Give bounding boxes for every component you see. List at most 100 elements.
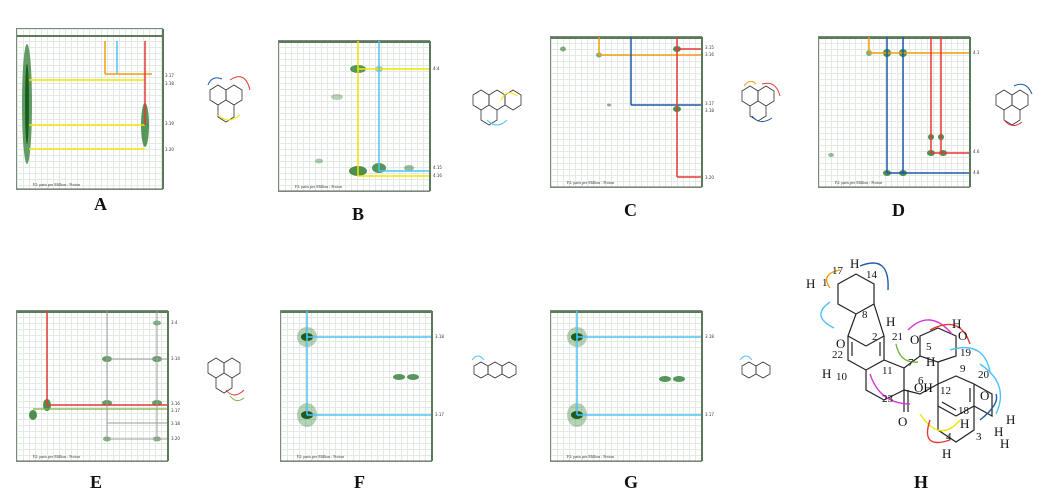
structure-h: H H H H O O O O OH O H H H H H H H 1 17 … — [806, 256, 1015, 461]
panel-h: H H H H O O O O OH O H H H H H H H 1 17 … — [800, 244, 1042, 496]
label-g-1: 3.17 — [705, 412, 714, 417]
spectrum-d: F2: parts per Million : Proton 4.1 4.6 4… — [818, 36, 979, 188]
label-c-3: 3.18 — [705, 108, 714, 113]
atom-h-5: H — [926, 354, 935, 369]
structure-thumbnail-c — [734, 66, 794, 136]
panel-f: F2: parts per Million : Proton 3.18 3.17… — [270, 262, 460, 492]
num-8: 8 — [862, 309, 868, 321]
panel-a: F2: parts per Million : Proton 3.17 3.18… — [10, 8, 190, 214]
spectrum-g: F2: parts per Million : Proton 3.18 3.17 — [550, 310, 714, 462]
num-11: 11 — [882, 365, 893, 377]
panel-label-f: F — [354, 472, 365, 492]
atom-h-18: H — [960, 416, 969, 431]
structure-thumbnail-e — [200, 338, 260, 414]
panel-label-c: C — [624, 200, 637, 220]
atom-h-19: H — [952, 316, 961, 331]
label-c-4: 3.20 — [705, 175, 714, 180]
label-a-1: 3.18 — [165, 81, 174, 86]
num-9: 9 — [960, 363, 966, 375]
panel-label-g: G — [624, 472, 639, 492]
label-c-0: 3.15 — [705, 45, 714, 50]
atom-h-3b: H — [1006, 412, 1015, 427]
label-e-0: 3.4 — [171, 320, 178, 325]
svg-text:F2: parts per Million : Proton: F2: parts per Million : Proton — [33, 182, 80, 187]
spectrum-g-plot: F2: parts per Million : Proton — [551, 311, 701, 461]
svg-text:F2: parts per Million : Proton: F2: parts per Million : Proton — [567, 454, 614, 459]
num-23: 23 — [882, 393, 894, 405]
structure-thumbnail-b — [465, 70, 529, 140]
spectrum-a: F2: parts per Million : Proton 3.17 3.18… — [16, 28, 174, 190]
num-17: 17 — [832, 265, 844, 277]
atom-o-carbonyl: O — [898, 414, 907, 429]
panel-label-b: B — [352, 204, 365, 224]
label-d-1: 4.6 — [973, 149, 980, 154]
num-4: 4 — [946, 431, 952, 443]
spectrum-f: F2: parts per Million : Proton 3.18 3.17 — [280, 310, 444, 462]
spectrum-b-plot: F2: parts per Million : Proton — [279, 41, 429, 191]
spectrum-e-plot: F2: parts per Million : Proton — [17, 311, 167, 461]
atom-h-4: H — [942, 446, 951, 461]
panel-b: F2: parts per Million : Proton 4.4 4.15 … — [270, 8, 460, 238]
svg-text:F2: parts per Million : Proton: F2: parts per Million : Proton — [33, 454, 80, 459]
atom-h-mid: H — [886, 314, 895, 329]
svg-text:F2: parts per Million : Proton: F2: parts per Million : Proton — [295, 184, 342, 189]
num-14: 14 — [866, 269, 878, 281]
atom-o-19: O — [958, 328, 967, 343]
structure-thumbnail-d — [990, 70, 1040, 140]
atom-h-left2: H — [822, 366, 831, 381]
num-1: 1 — [822, 277, 828, 289]
label-b-2: 4.16 — [433, 173, 442, 178]
label-b-1: 4.15 — [433, 165, 442, 170]
panel-label-a: A — [94, 194, 107, 214]
num-3: 3 — [976, 431, 982, 443]
structure-thumbnail-f — [468, 338, 526, 398]
label-f-0: 3.18 — [435, 334, 444, 339]
panel-label-d: D — [892, 200, 905, 220]
num-20: 20 — [978, 369, 990, 381]
svg-text:F2: parts per Million : Proton: F2: parts per Million : Proton — [835, 180, 882, 185]
num-2: 2 — [872, 331, 878, 343]
svg-text:F2: parts per Million : Proton: F2: parts per Million : Proton — [567, 180, 614, 185]
num-19: 19 — [960, 347, 972, 359]
spectrum-a-plot: F2: parts per Million : Proton — [17, 41, 162, 189]
label-e-1: 3.14 — [171, 356, 180, 361]
label-d-0: 4.1 — [973, 50, 980, 55]
atom-o-20: O — [980, 388, 989, 403]
structure-thumbnail-a — [200, 60, 258, 140]
spectrum-e: F2: parts per Million : Proton 3.4 3.14 … — [16, 310, 180, 462]
label-e-5: 3.20 — [171, 436, 180, 441]
num-6: 6 — [918, 375, 924, 387]
spectrum-c: F2: parts per Million : Proton 3.15 3.16… — [550, 36, 714, 188]
spectrum-f-plot: F2: parts per Million : Proton — [281, 311, 431, 461]
label-c-1: 3.16 — [705, 52, 714, 57]
num-5: 5 — [926, 341, 932, 353]
label-a-2: 3.19 — [165, 121, 174, 126]
label-e-4: 3.18 — [171, 421, 180, 426]
atom-h-3a: H — [994, 424, 1003, 439]
panel-d: F2: parts per Million : Proton 4.1 4.6 4… — [808, 4, 1008, 234]
structure-thumbnail-g — [736, 338, 794, 398]
num-22: 22 — [832, 349, 843, 361]
label-d-2: 4.8 — [973, 170, 980, 175]
label-e-2: 3.16 — [171, 401, 180, 406]
panel-label-e: E — [90, 472, 103, 492]
atom-h-left: H — [806, 276, 815, 291]
num-18: 18 — [958, 405, 970, 417]
label-c-2: 3.17 — [705, 101, 714, 106]
label-a-3: 3.20 — [165, 147, 174, 152]
atom-oh: OH — [914, 380, 933, 395]
num-12: 12 — [940, 385, 951, 397]
panel-e: F2: parts per Million : Proton 3.4 3.14 … — [8, 262, 208, 492]
atom-o-furan: O — [836, 336, 845, 351]
num-7: 7 — [908, 357, 914, 369]
atom-h-top: H — [850, 256, 859, 271]
label-a-0: 3.17 — [165, 73, 174, 78]
spectrum-d-plot: F2: parts per Million : Proton — [819, 37, 969, 187]
spectrum-c-plot: F2: parts per Million : Proton — [551, 37, 701, 187]
panel-label-h: H — [914, 472, 929, 492]
atom-o-pyran: O — [910, 332, 919, 347]
label-e-3: 3.17 — [171, 408, 180, 413]
panel-c: F2: parts per Million : Proton 3.15 3.16… — [540, 4, 730, 234]
panel-g: F2: parts per Million : Proton 3.18 3.17… — [540, 262, 730, 492]
spectrum-b: F2: parts per Million : Proton 4.4 4.15 … — [278, 40, 442, 192]
